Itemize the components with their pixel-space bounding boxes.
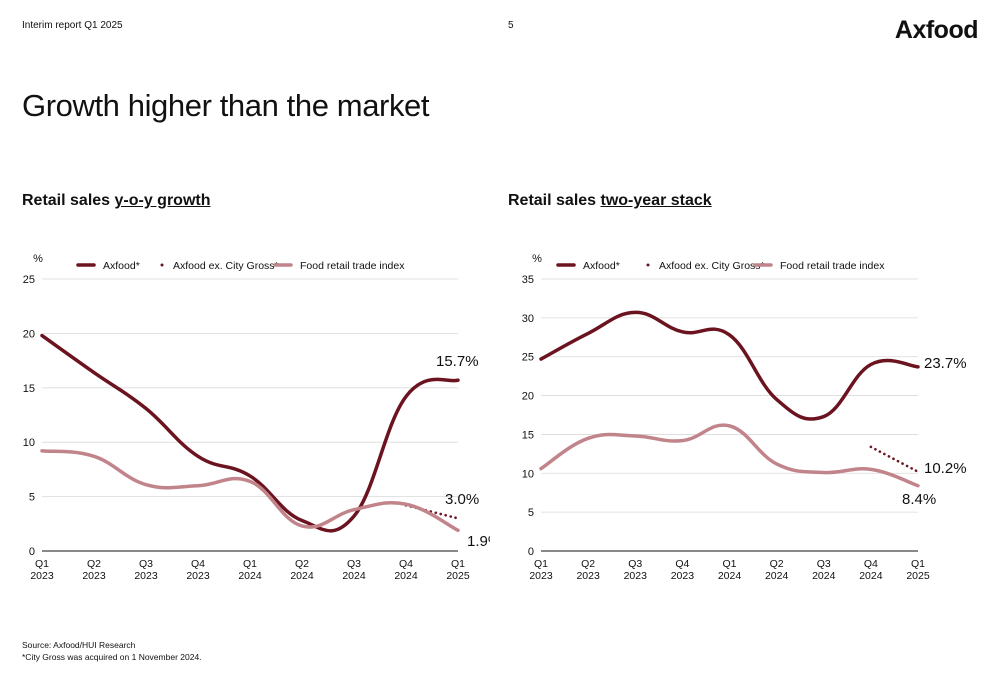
y-tick-label: 10 bbox=[522, 468, 534, 480]
y-tick-label: 20 bbox=[522, 391, 534, 403]
x-tick-label: 2023 bbox=[134, 570, 158, 582]
y-tick-label: 15 bbox=[23, 383, 35, 395]
y-tick-label: 35 bbox=[522, 274, 534, 286]
legend-food-retail-index-label: Food retail trade index bbox=[300, 260, 405, 272]
x-tick-label: 2024 bbox=[718, 570, 742, 582]
x-tick-label: 2024 bbox=[238, 570, 262, 582]
x-tick-label: Q4 bbox=[191, 558, 205, 570]
end-label-axfood-ex-city-gross: 10.2% bbox=[924, 460, 967, 477]
x-tick-label: Q3 bbox=[139, 558, 153, 570]
chart-title-underlined: y-o-y growth bbox=[114, 192, 211, 209]
x-tick-label: Q3 bbox=[347, 558, 361, 570]
page-title: Growth higher than the market bbox=[22, 88, 430, 123]
x-tick-label: Q1 bbox=[911, 558, 925, 570]
legend-axfood-ex-city-gross-label: Axfood ex. City Gross* bbox=[659, 260, 765, 272]
y-tick-label: 25 bbox=[23, 274, 35, 286]
x-tick-label: 2023 bbox=[624, 570, 648, 582]
report-label: Interim report Q1 2025 bbox=[22, 20, 123, 31]
legend-axfood-ex-city-gross-marker bbox=[646, 263, 650, 267]
y-tick-label: 10 bbox=[23, 437, 35, 449]
y-tick-label: 25 bbox=[522, 352, 534, 364]
series-axfood-ex-city-gross bbox=[404, 504, 460, 520]
y-tick-label: 15 bbox=[522, 429, 534, 441]
x-tick-label: Q3 bbox=[628, 558, 642, 570]
x-tick-label: 2023 bbox=[82, 570, 106, 582]
two-year-stack-chart: 05101520253035%Q12023Q22023Q32023Q42023Q… bbox=[522, 253, 967, 582]
y-tick-label: 0 bbox=[528, 546, 534, 558]
axfood-logo: Axfood bbox=[894, 16, 979, 44]
x-tick-label: 2024 bbox=[342, 570, 366, 582]
end-label-axfood-ex-city-gross: 3.0% bbox=[445, 491, 479, 508]
x-tick-label: Q1 bbox=[534, 558, 548, 570]
x-tick-label: Q4 bbox=[864, 558, 878, 570]
chart-title-prefix: Retail sales bbox=[508, 192, 601, 209]
x-tick-label: Q1 bbox=[243, 558, 257, 570]
chart-title-underlined: two-year stack bbox=[600, 192, 712, 209]
legend-axfood-ex-city-gross-label: Axfood ex. City Gross* bbox=[173, 260, 279, 272]
series-food-retail-index bbox=[40, 449, 460, 533]
yoy-growth-chart: 0510152025%Q12023Q22023Q32023Q42023Q1202… bbox=[23, 253, 490, 582]
chart-title-yoy: Retail sales y-o-y growth bbox=[22, 192, 211, 210]
series-axfood bbox=[40, 333, 460, 533]
x-tick-label: Q2 bbox=[87, 558, 101, 570]
legend-axfood-label: Axfood* bbox=[583, 260, 620, 272]
x-tick-label: 2023 bbox=[186, 570, 210, 582]
end-label-food-retail-index: 1.9% bbox=[467, 533, 490, 550]
chart-title-prefix: Retail sales bbox=[22, 192, 115, 209]
x-tick-label: Q4 bbox=[399, 558, 413, 570]
end-label-axfood: 23.7% bbox=[924, 355, 967, 372]
series-food-retail-index bbox=[539, 423, 920, 488]
source-note: Source: Axfood/HUI Research bbox=[22, 640, 136, 650]
page-number: 5 bbox=[508, 20, 514, 31]
y-tick-label: 0 bbox=[29, 546, 35, 558]
legend-axfood-label: Axfood* bbox=[103, 260, 140, 272]
x-tick-label: 2025 bbox=[446, 570, 470, 582]
y-tick-label: 5 bbox=[528, 507, 534, 519]
x-tick-label: Q1 bbox=[35, 558, 49, 570]
x-tick-label: 2023 bbox=[30, 570, 54, 582]
series-axfood bbox=[539, 310, 920, 421]
end-label-axfood: 15.7% bbox=[436, 353, 479, 370]
x-tick-label: 2024 bbox=[394, 570, 418, 582]
x-tick-label: 2023 bbox=[576, 570, 600, 582]
x-tick-label: Q1 bbox=[722, 558, 736, 570]
y-tick-label: 30 bbox=[522, 313, 534, 325]
x-tick-label: 2025 bbox=[906, 570, 930, 582]
footnote: *City Gross was acquired on 1 November 2… bbox=[22, 652, 202, 662]
x-tick-label: 2024 bbox=[812, 570, 836, 582]
end-label-food-retail-index: 8.4% bbox=[902, 491, 936, 508]
y-tick-label: 5 bbox=[29, 492, 35, 504]
y-axis-label: % bbox=[532, 253, 542, 265]
chart-title-two-year: Retail sales two-year stack bbox=[508, 192, 712, 210]
x-tick-label: 2023 bbox=[529, 570, 553, 582]
x-tick-label: Q1 bbox=[451, 558, 465, 570]
x-tick-label: 2024 bbox=[290, 570, 314, 582]
x-tick-label: 2024 bbox=[859, 570, 883, 582]
x-tick-label: 2024 bbox=[765, 570, 789, 582]
x-tick-label: Q2 bbox=[770, 558, 784, 570]
series-axfood-ex-city-gross bbox=[869, 445, 920, 474]
legend-axfood-ex-city-gross-marker bbox=[160, 263, 164, 267]
y-axis-label: % bbox=[33, 253, 43, 265]
x-tick-label: Q2 bbox=[581, 558, 595, 570]
x-tick-label: 2023 bbox=[671, 570, 695, 582]
x-tick-label: Q4 bbox=[675, 558, 689, 570]
x-tick-label: Q2 bbox=[295, 558, 309, 570]
y-tick-label: 20 bbox=[23, 328, 35, 340]
legend-food-retail-index-label: Food retail trade index bbox=[780, 260, 885, 272]
x-tick-label: Q3 bbox=[817, 558, 831, 570]
